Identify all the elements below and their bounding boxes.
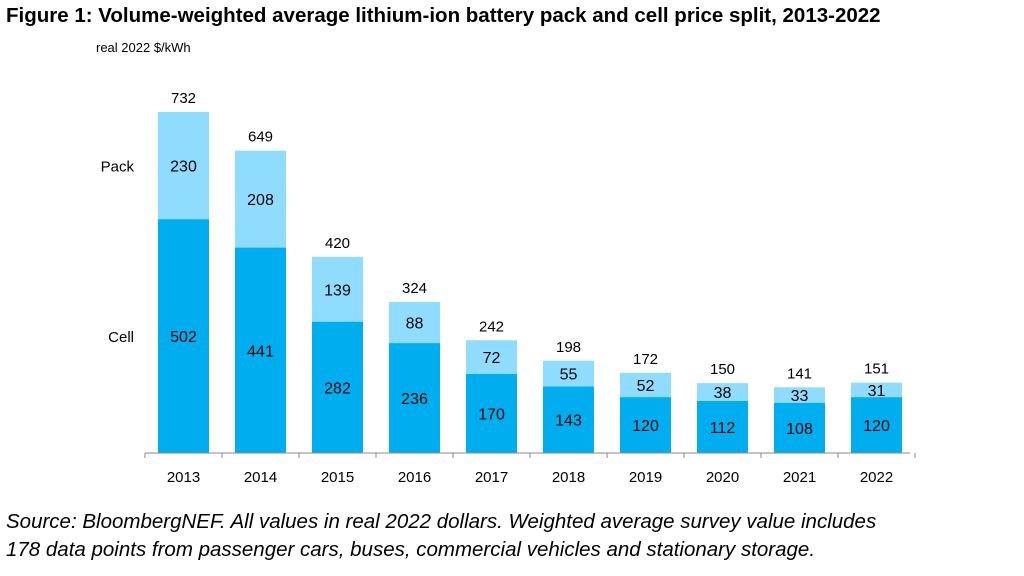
legend-group: Cell Pack <box>101 159 135 347</box>
legend-label-cell: Cell <box>108 329 134 346</box>
data-label-pack-2021: 33 <box>791 388 809 405</box>
data-label-pack-2022: 31 <box>868 383 886 400</box>
bars-group <box>158 112 902 453</box>
x-tick-label-2022: 2022 <box>860 469 893 486</box>
bar-cell-2013 <box>158 219 209 453</box>
total-label-2019: 172 <box>633 351 658 368</box>
total-label-2022: 151 <box>864 361 889 378</box>
bar-cell-2021 <box>774 402 825 453</box>
x-axis-ticks: 2013 2014 2015 2016 2017 2018 2019 2020 2021 2022 <box>144 453 916 486</box>
bar-cell-2014 <box>235 247 286 453</box>
total-label-2018: 198 <box>556 339 581 356</box>
total-label-2016: 324 <box>402 280 427 297</box>
bar-pack-2016 <box>389 302 440 344</box>
data-label-pack-2016: 88 <box>406 316 424 333</box>
data-label-cell-2021: 108 <box>786 421 813 438</box>
bar-pack-2014 <box>235 150 286 248</box>
source-line-1: Source: BloombergNEF. All values in real… <box>6 510 877 533</box>
bar-cell-2018 <box>543 386 594 453</box>
bar-pack-2022 <box>851 382 902 398</box>
x-tick-label-2014: 2014 <box>244 469 277 486</box>
data-label-pack-2018: 55 <box>560 367 578 384</box>
x-tick-label-2013: 2013 <box>167 469 200 486</box>
bar-pack-2013 <box>158 112 209 220</box>
data-label-cell-2013: 502 <box>170 329 197 346</box>
data-label-cell-2019: 120 <box>632 418 659 435</box>
x-tick-label-2021: 2021 <box>783 469 816 486</box>
source-note: Source: BloombergNEF. All values in real… <box>6 508 1020 564</box>
data-label-pack-2020: 38 <box>714 385 732 402</box>
bar-pack-2020 <box>697 383 748 401</box>
total-label-2021: 141 <box>787 365 812 382</box>
bar-cell-2020 <box>697 400 748 453</box>
data-label-pack-2013: 230 <box>170 159 197 176</box>
total-label-2020: 150 <box>710 361 735 378</box>
x-tick-label-2019: 2019 <box>629 469 662 486</box>
stacked-bar-chart: 502 230 732 441 208 649 282 139 420 236 88 324 170 72… <box>101 90 916 486</box>
bar-cell-2016 <box>389 343 440 453</box>
bar-pack-2021 <box>774 387 825 403</box>
bar-pack-2018 <box>543 360 594 387</box>
data-label-cell-2015: 282 <box>324 380 351 397</box>
total-label-2013: 732 <box>171 90 196 107</box>
total-label-2014: 649 <box>248 129 273 146</box>
bar-pack-2015 <box>312 256 363 322</box>
data-label-cell-2016: 236 <box>401 391 428 408</box>
chart-title: Figure 1: Volume-weighted average lithiu… <box>6 4 881 27</box>
bar-cell-2019 <box>620 397 671 453</box>
data-label-pack-2015: 139 <box>324 282 351 299</box>
bar-cell-2017 <box>466 373 517 453</box>
data-label-cell-2017: 170 <box>478 406 505 423</box>
x-tick-label-2016: 2016 <box>398 469 431 486</box>
x-tick-label-2015: 2015 <box>321 469 354 486</box>
labels-group: 502 230 732 441 208 649 282 139 420 236 88 324 170 72… <box>170 90 890 438</box>
x-tick-label-2017: 2017 <box>475 469 508 486</box>
bar-cell-2015 <box>312 321 363 453</box>
y-axis-unit-label: real 2022 $/kWh <box>96 40 191 55</box>
data-label-pack-2017: 72 <box>483 350 501 367</box>
bar-pack-2019 <box>620 372 671 398</box>
bar-pack-2017 <box>466 340 517 374</box>
data-label-pack-2014: 208 <box>247 192 274 209</box>
data-label-cell-2018: 143 <box>555 413 582 430</box>
legend-label-pack: Pack <box>101 159 135 176</box>
data-label-cell-2020: 112 <box>710 420 736 437</box>
source-line-2: 178 data points from passenger cars, bus… <box>6 538 816 561</box>
total-label-2015: 420 <box>325 235 350 252</box>
data-label-pack-2019: 52 <box>637 378 655 395</box>
total-label-2017: 242 <box>479 318 504 335</box>
data-label-cell-2022: 120 <box>863 418 890 435</box>
bar-cell-2022 <box>851 397 902 453</box>
x-tick-label-2020: 2020 <box>706 469 739 486</box>
data-label-cell-2014: 441 <box>247 343 274 360</box>
x-tick-label-2018: 2018 <box>552 469 585 486</box>
